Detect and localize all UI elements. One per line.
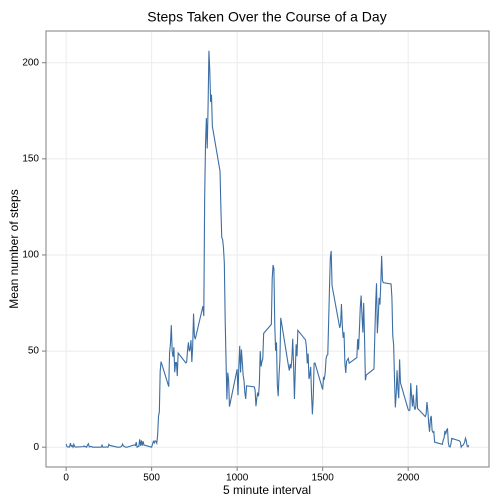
y-tick-label: 150 bbox=[22, 153, 39, 164]
y-axis-label: Mean number of steps bbox=[7, 189, 21, 308]
plot-border bbox=[45, 30, 490, 468]
y-tick-label: 0 bbox=[33, 442, 39, 453]
x-tick-label: 500 bbox=[143, 473, 160, 484]
x-tick-label: 2000 bbox=[397, 473, 420, 484]
y-tick-label: 100 bbox=[22, 250, 39, 261]
x-tick-label: 1500 bbox=[312, 473, 335, 484]
plot-panel bbox=[46, 31, 489, 467]
chart-title: Steps Taken Over the Course of a Day bbox=[147, 9, 386, 25]
data-line bbox=[65, 50, 470, 449]
y-tick-label: 50 bbox=[28, 346, 40, 357]
x-tick-label: 1000 bbox=[226, 473, 249, 484]
y-tick-label: 200 bbox=[22, 57, 39, 68]
x-tick-label: 0 bbox=[63, 473, 69, 484]
x-axis-label: 5 minute interval bbox=[223, 483, 311, 497]
